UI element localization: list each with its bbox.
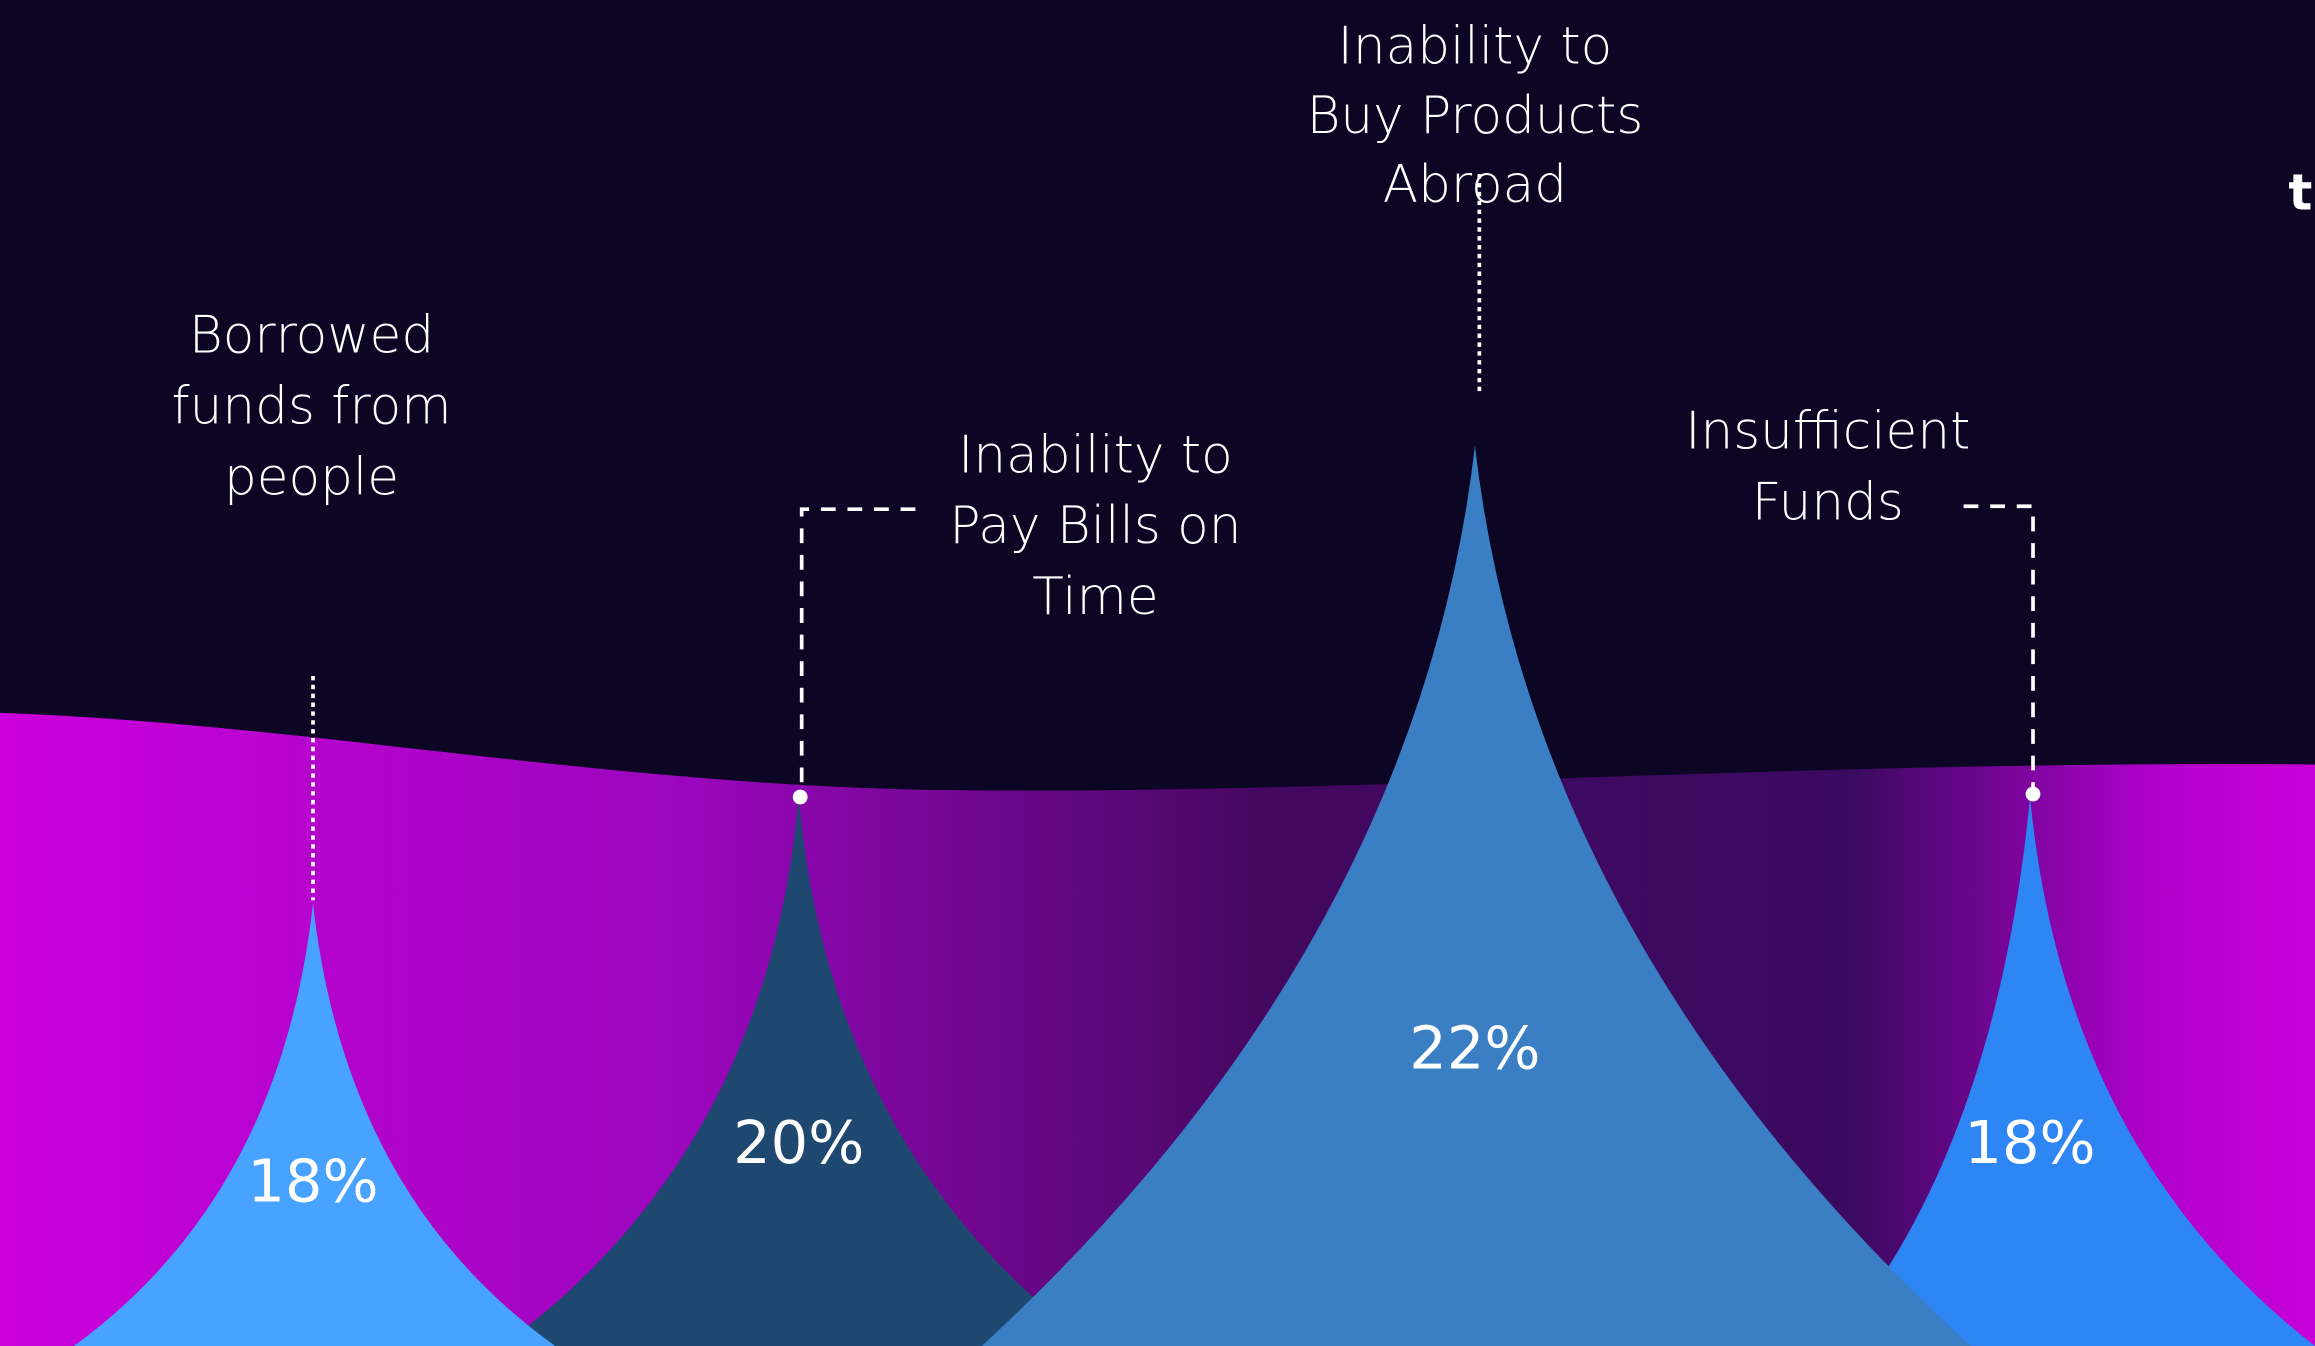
label-line: Buy Products (1307, 86, 1644, 146)
connector-dot (2025, 786, 2041, 802)
value-label: 18% (1964, 1108, 2095, 1177)
label-line: Funds (1752, 473, 1904, 533)
label-line: Pay Bills on (949, 496, 1241, 556)
label-line: Abroad (1383, 155, 1567, 215)
label: Borrowed funds from people (171, 306, 451, 508)
label: Inability to Pay Bills on Time (949, 425, 1241, 627)
value-label: 18% (247, 1146, 378, 1215)
connector-dot (792, 789, 808, 805)
label-line: Borrowed (189, 306, 434, 366)
label-line: Time (1032, 567, 1158, 627)
peak (1830, 796, 2315, 1346)
connector (799, 507, 916, 797)
peak (981, 445, 1971, 1346)
label-line: Inability to (958, 425, 1233, 485)
label: Insufficient Funds (1685, 402, 1970, 533)
label-line: Insufficient (1685, 402, 1970, 462)
value-label: 20% (733, 1108, 864, 1177)
value-label: 22% (1409, 1014, 1540, 1083)
label-line: Inability to (1338, 16, 1613, 76)
peak (73, 903, 556, 1346)
label-line: funds from (171, 377, 451, 437)
edge-text: t (2288, 163, 2312, 222)
peak (501, 796, 1093, 1346)
label: Inability to Buy Products Abroad (1307, 16, 1644, 215)
label-line: people (224, 447, 399, 507)
